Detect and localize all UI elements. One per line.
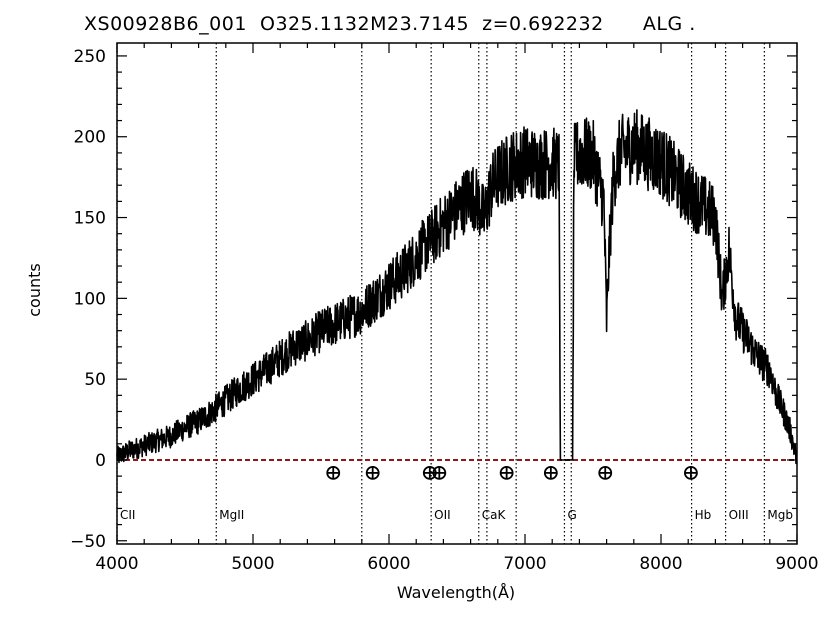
x-tick-label: 9000: [775, 554, 818, 574]
y-tick-label: 50: [84, 370, 106, 390]
y-tick-label: 250: [74, 47, 106, 67]
x-tick-label: 6000: [367, 554, 410, 574]
sky-marker: [543, 465, 558, 480]
spectrum-layer: [116, 109, 798, 465]
y-tick-label: 0: [95, 451, 106, 471]
x-tick-label: 8000: [639, 554, 682, 574]
sky-marker: [499, 465, 514, 480]
sky-marker: [684, 465, 698, 480]
line-marker-label: G: [567, 508, 576, 522]
sky-marker: [598, 465, 613, 480]
y-tick-label: −50: [70, 532, 106, 552]
axes-layer: 4000 5000 6000 7000 8000 9000 −50 0 50 100 150 200 2…: [70, 42, 819, 574]
y-tick-label: 150: [74, 209, 106, 229]
sky-marker: [432, 465, 447, 480]
line-marker-label: CII: [120, 508, 135, 522]
chart-title: XS00928B6_001 O325.1132M23.7145 z=0.6922…: [84, 13, 696, 35]
line-marker-label: CaK: [482, 508, 507, 522]
sky-marker: [326, 465, 341, 480]
y-tick-label: 200: [74, 128, 106, 148]
x-axis-label: Wavelength(Å): [397, 583, 515, 602]
y-axis-label: counts: [25, 263, 44, 316]
sky-marker: [365, 465, 380, 480]
x-tick-label: 4000: [95, 554, 138, 574]
spectrum-line: [116, 109, 798, 465]
line-marker-label: Mgb: [767, 508, 793, 522]
sky-marker-layer: [326, 465, 698, 480]
line-marker-label: OIII: [729, 508, 749, 522]
line-marker-label: MgII: [219, 508, 244, 522]
x-tick-label: 7000: [503, 554, 546, 574]
plot-frame: [116, 42, 798, 545]
line-marker-label: Hb: [695, 508, 712, 522]
y-tick-label: 100: [74, 289, 106, 309]
line-marker-label: OII: [434, 508, 451, 522]
x-tick-label: 5000: [231, 554, 274, 574]
